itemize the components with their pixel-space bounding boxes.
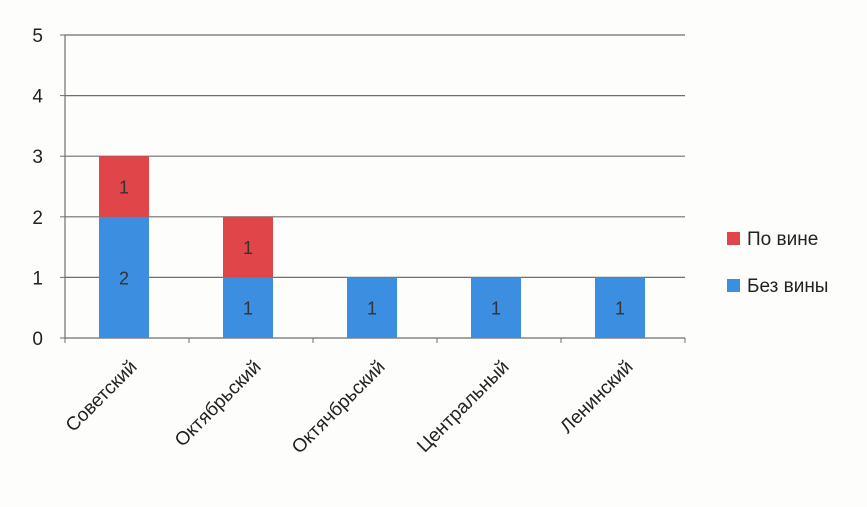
- legend-swatch: [727, 232, 740, 245]
- bar-segment-bez-viny: [347, 277, 397, 338]
- data-label: 1: [615, 299, 625, 319]
- bar-segment-po-vine: [223, 216, 273, 278]
- data-label: 2: [119, 268, 129, 288]
- category-label: Октячбрьский: [288, 357, 390, 459]
- bar-segment-bez-viny: [471, 277, 521, 338]
- data-label: 1: [491, 299, 501, 319]
- data-label: 1: [367, 299, 377, 319]
- y-tick-label: 2: [32, 208, 43, 229]
- category-labels: Советский Октябрьский Октячбрьский Централь…: [62, 357, 638, 459]
- category-label: Октябрьский: [171, 357, 266, 452]
- category-label: Советский: [62, 357, 142, 437]
- data-label: 1: [119, 178, 129, 198]
- data-label: 1: [243, 238, 253, 258]
- y-tick-label: 0: [32, 329, 43, 350]
- y-tick-label: 3: [32, 147, 43, 168]
- category-label: Ленинский: [556, 357, 637, 438]
- bars: 2 1 1 1 1 1 1: [99, 156, 645, 338]
- gridlines: [65, 34, 685, 278]
- data-label: 1: [243, 299, 253, 319]
- legend: По вине Без вины: [727, 229, 828, 297]
- y-tick-label: 1: [32, 268, 43, 289]
- category-label: Центральный: [413, 357, 513, 457]
- y-tick-label: 4: [32, 87, 43, 108]
- y-tick-label: 5: [32, 26, 43, 47]
- legend-label: Без вины: [747, 276, 828, 297]
- bar-segment-bez-viny: [595, 277, 645, 338]
- bar-segment-bez-viny: [99, 216, 149, 338]
- legend-label: По вине: [747, 229, 818, 250]
- bar-segment-po-vine: [99, 156, 149, 217]
- bar-segment-bez-viny: [223, 277, 273, 338]
- legend-swatch: [727, 279, 740, 292]
